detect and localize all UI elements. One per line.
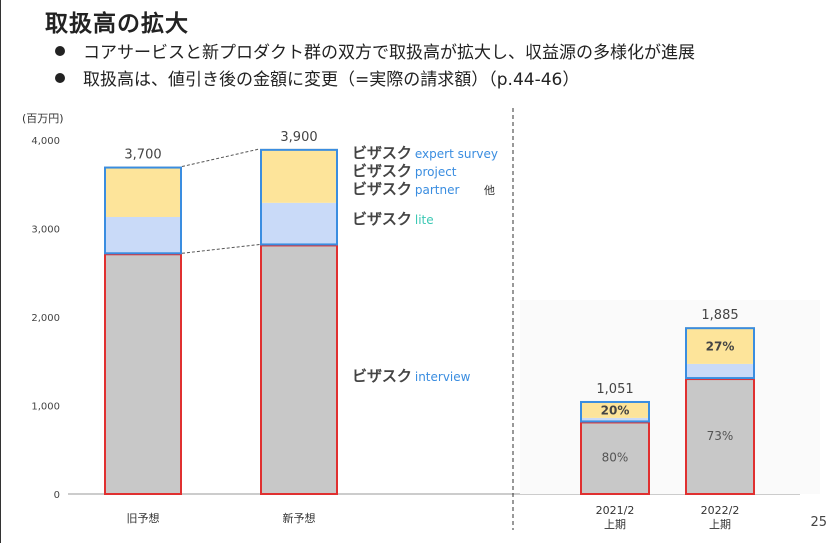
bar-border-interview <box>685 378 755 495</box>
bar-segment-other <box>104 166 182 217</box>
page-number: 25 <box>810 515 827 530</box>
bar-segment-other <box>580 400 650 418</box>
legend-label-expert-survey: ビザスク expert survey <box>352 144 498 162</box>
bar-total-label: 3,900 <box>280 130 317 145</box>
x-category-label: 2021/2 <box>596 504 635 517</box>
bar-segment-interview <box>104 253 182 494</box>
bar-segment-other <box>260 148 338 203</box>
bar-segment-lite <box>260 202 338 245</box>
bar-border-upper <box>260 148 338 246</box>
bullet-item: コアサービスと新プロダクト群の双方で取扱高が拡大し、収益源の多様化が進展 <box>55 40 695 67</box>
bar-segment-interview <box>685 378 755 494</box>
left-border-line <box>0 0 1 543</box>
bullet-dot-icon <box>55 46 65 56</box>
y-tick-label: 0 <box>54 490 60 501</box>
page-title: 取扱高の拡大 <box>45 11 189 37</box>
bar-total-label: 3,700 <box>124 148 161 163</box>
legend-label-project: ビザスク project <box>352 162 457 180</box>
bullet-dot-icon <box>55 73 65 83</box>
bar-total-label: 1,051 <box>596 382 633 397</box>
y-tick-label: 3,000 <box>31 225 60 236</box>
bar-interview-pct-label: 73% <box>707 429 734 443</box>
y-tick-label: 1,000 <box>31 402 60 413</box>
bullet-text: 取扱高は、値引き後の金額に変更（=実際の請求額）（p.44-46） <box>83 70 580 90</box>
bar-segment-lite <box>580 417 650 422</box>
connector-line-total <box>181 148 261 168</box>
bar-segment-interview <box>580 421 650 494</box>
bar-segment-lite <box>685 363 755 379</box>
x-category-label: 2022/2 <box>701 504 740 517</box>
bar-segment-other <box>685 327 755 364</box>
legend-label-interview: ビザスク interview <box>352 367 471 385</box>
y-tick-label: 4,000 <box>31 136 60 147</box>
bar-segment-lite <box>104 216 182 254</box>
bar-border-upper <box>580 400 650 423</box>
bar-other-pct-label: 27% <box>706 340 735 354</box>
legend-label-lite: ビザスク lite <box>352 210 434 228</box>
bar-interview-pct-label: 80% <box>602 451 629 465</box>
legend-label-partner: ビザスク partner <box>352 180 459 198</box>
legend-suffix-label: 他 <box>484 184 495 197</box>
bullet-text: コアサービスと新プロダクト群の双方で取扱高が拡大し、収益源の多様化が進展 <box>83 43 695 63</box>
y-tick-label: 2,000 <box>31 313 60 324</box>
bar-segment-interview <box>260 244 338 494</box>
bar-other-pct-label: 20% <box>601 403 630 417</box>
y-axis-unit-label: (百万円) <box>22 112 64 125</box>
x-category-label: 旧予想 <box>127 511 160 525</box>
bullet-list: コアサービスと新プロダクト群の双方で取扱高が拡大し、収益源の多様化が進展 取扱高… <box>55 40 695 94</box>
x-category-label: 新予想 <box>283 511 316 525</box>
bar-border-upper <box>685 327 755 380</box>
connector-line-interview <box>181 243 261 254</box>
bar-total-label: 1,885 <box>701 308 738 323</box>
halfyear-background-panel <box>520 300 820 494</box>
bar-border-upper <box>104 166 182 255</box>
x-category-label: 上期 <box>709 518 731 531</box>
bullet-item: 取扱高は、値引き後の金額に変更（=実際の請求額）（p.44-46） <box>55 67 695 94</box>
x-category-label: 上期 <box>604 518 626 531</box>
